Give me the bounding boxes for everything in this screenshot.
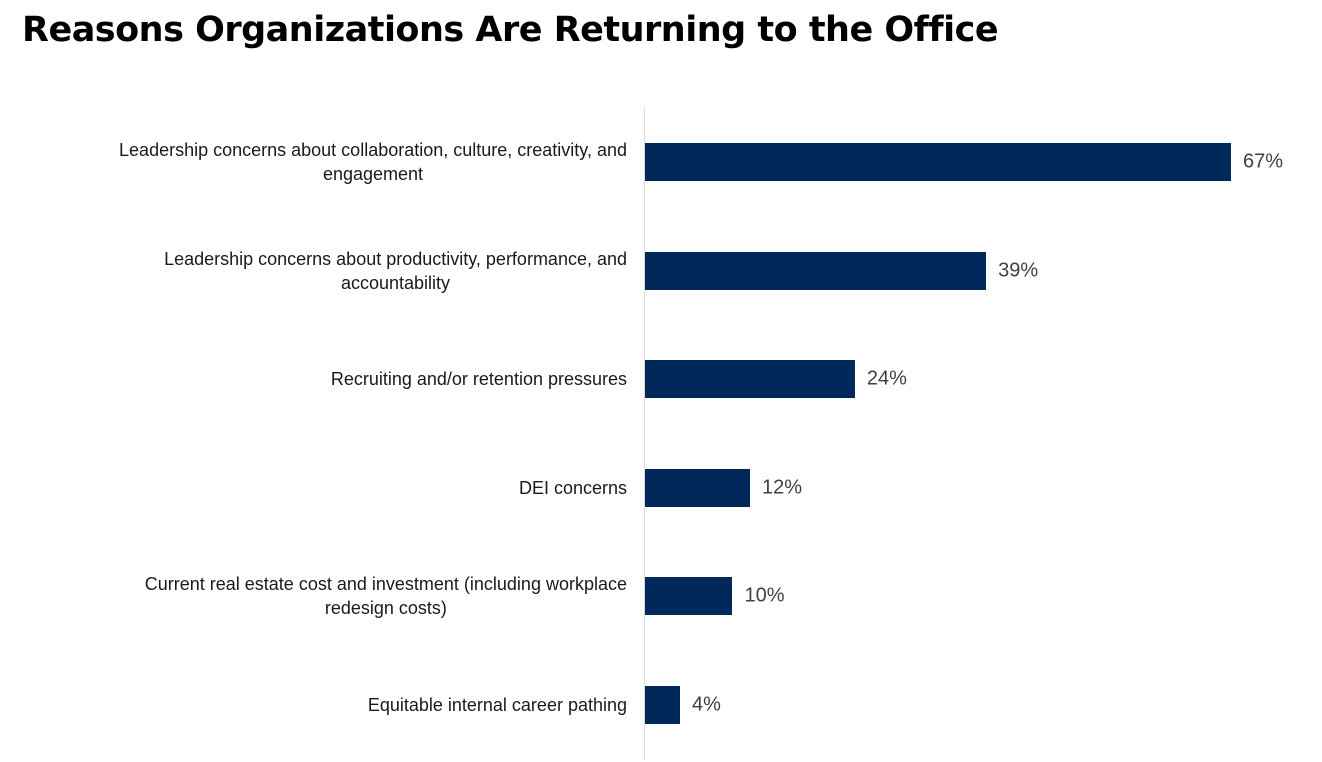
category-label: Current real estate cost and investment … bbox=[145, 572, 627, 620]
category-label: Leadership concerns about productivity, … bbox=[164, 247, 627, 295]
category-label-line: Leadership concerns about productivity, … bbox=[164, 248, 627, 269]
bar bbox=[645, 686, 680, 724]
data-label: 10% bbox=[744, 584, 785, 607]
bar bbox=[645, 360, 855, 399]
category-axis-line bbox=[644, 108, 645, 760]
chart-title: Reasons Organizations Are Returning to t… bbox=[22, 10, 999, 50]
category-label: Leadership concerns about collaboration,… bbox=[119, 138, 627, 186]
category-label-line: Current real estate cost and investment … bbox=[144, 574, 627, 595]
category-label-line: Leadership concerns about collaboration,… bbox=[119, 140, 627, 160]
category-label-line: engagement bbox=[322, 164, 424, 184]
category-label-line: accountability bbox=[340, 272, 451, 293]
data-label: 39% bbox=[998, 259, 1039, 282]
bar bbox=[645, 468, 750, 507]
data-label: 67% bbox=[1243, 150, 1284, 173]
data-label: 24% bbox=[866, 367, 907, 390]
category-label: Equitable internal career pathing bbox=[368, 693, 627, 717]
category-label-line: Equitable internal career pathing bbox=[367, 695, 627, 715]
category-label-line: redesign costs) bbox=[324, 598, 447, 619]
category-label-line: Recruiting and/or retention pressures bbox=[330, 369, 627, 390]
category-label: Recruiting and/or retention pressures bbox=[331, 367, 627, 391]
category-label-line: DEI concerns bbox=[518, 477, 627, 498]
data-label: 12% bbox=[761, 476, 802, 499]
category-label: DEI concerns bbox=[519, 476, 627, 500]
data-label: 4% bbox=[691, 693, 721, 716]
bar bbox=[645, 251, 987, 290]
bar bbox=[645, 143, 1231, 181]
bar bbox=[645, 577, 733, 616]
